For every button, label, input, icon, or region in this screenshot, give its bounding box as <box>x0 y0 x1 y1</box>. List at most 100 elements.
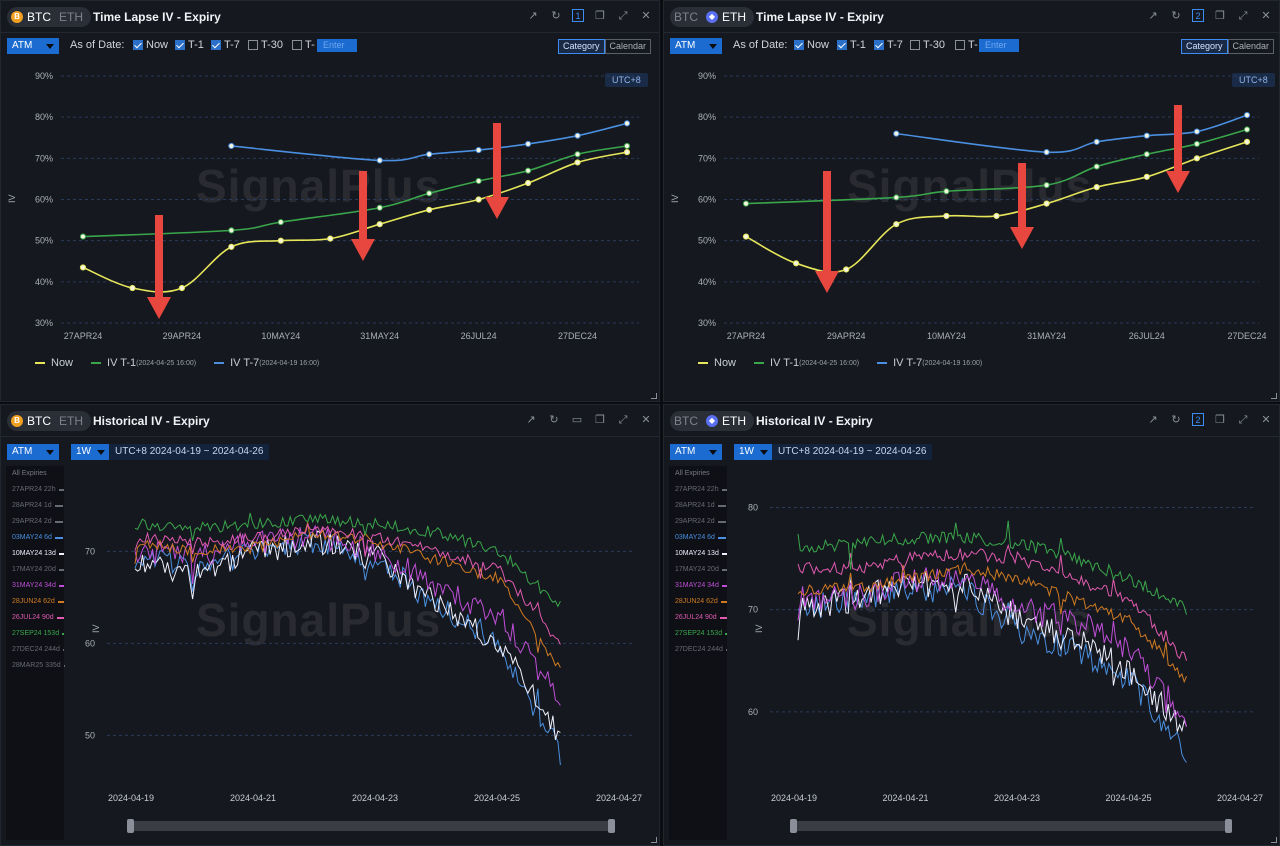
expand-icon[interactable]: ⤢ <box>1238 414 1248 426</box>
check-t30[interactable]: T-30 <box>910 39 945 51</box>
expiry-item[interactable]: 28MAR25 335d <box>6 658 64 674</box>
expiry-item[interactable]: 26JUL24 90d <box>6 610 64 626</box>
legend-t1[interactable]: IV T-1 (2024-04-25 16:00) <box>91 357 196 369</box>
link-group-icon[interactable]: 1 <box>572 9 584 22</box>
btc-tab[interactable]: B BTC <box>11 10 51 24</box>
all-expiries-toggle[interactable]: All Expiries <box>12 470 47 477</box>
export-icon[interactable]: ↗ <box>1148 414 1158 426</box>
expiry-item[interactable]: 31MAY24 34d <box>669 578 727 594</box>
expiry-item[interactable]: 31MAY24 34d <box>6 578 64 594</box>
resize-handle-icon[interactable] <box>651 393 657 399</box>
date-range-display[interactable]: UTC+8 2024-04-19 ~ 2024-04-26 <box>772 444 933 460</box>
resize-handle-icon[interactable] <box>651 837 657 843</box>
refresh-icon[interactable]: ↻ <box>1171 414 1181 426</box>
atm-select[interactable]: ATM <box>670 444 722 460</box>
expiry-item[interactable]: 28JUN24 62d <box>6 594 64 610</box>
slider-end-handle[interactable] <box>1225 819 1232 833</box>
period-select[interactable]: 1W <box>734 444 772 460</box>
close-icon[interactable]: ✕ <box>1261 414 1271 426</box>
eth-coin-icon: ◆ <box>706 415 718 427</box>
check-now[interactable]: Now <box>794 39 829 51</box>
expiry-item[interactable]: 27SEP24 153d <box>6 626 64 642</box>
atm-select[interactable]: ATM <box>670 38 722 54</box>
copy-icon[interactable]: ❐ <box>595 414 605 426</box>
expiry-item[interactable]: 03MAY24 6d <box>669 530 727 546</box>
copy-icon[interactable]: ❐ <box>595 10 605 22</box>
check-t1[interactable]: T-1 <box>175 39 204 51</box>
check-custom[interactable]: T- <box>955 39 978 51</box>
custom-day-input[interactable]: Enter <box>317 39 357 52</box>
expiry-item[interactable]: 27DEC24 244d <box>669 642 727 658</box>
expiry-item[interactable]: 10MAY24 13d <box>669 546 727 562</box>
copy-icon[interactable]: ❐ <box>1215 414 1225 426</box>
folder-icon[interactable]: ▭ <box>571 414 583 426</box>
check-now[interactable]: Now <box>133 39 168 51</box>
export-icon[interactable]: ↗ <box>1148 10 1158 22</box>
check-custom[interactable]: T- <box>292 39 315 51</box>
calendar-button[interactable]: Calendar <box>1227 39 1275 54</box>
copy-icon[interactable]: ❐ <box>1215 10 1225 22</box>
close-icon[interactable]: ✕ <box>641 414 651 426</box>
eth-tab[interactable]: ◆ ETH <box>706 414 746 428</box>
time-range-slider[interactable] <box>790 819 1232 833</box>
check-t1[interactable]: T-1 <box>837 39 866 51</box>
atm-select[interactable]: ATM <box>7 38 59 54</box>
expiry-item[interactable]: 17MAY24 20d <box>6 562 64 578</box>
expiry-item[interactable]: 17MAY24 20d <box>669 562 727 578</box>
refresh-icon[interactable]: ↻ <box>549 414 559 426</box>
expiry-item[interactable]: 27APR24 22h <box>6 482 64 498</box>
expiry-item[interactable]: 28APR24 1d <box>669 498 727 514</box>
calendar-button[interactable]: Calendar <box>604 39 652 54</box>
check-t7[interactable]: T-7 <box>211 39 240 51</box>
check-t7[interactable]: T-7 <box>874 39 903 51</box>
eth-tab[interactable]: ETH <box>59 10 83 24</box>
expiry-item[interactable]: 29APR24 2d <box>6 514 64 530</box>
close-icon[interactable]: ✕ <box>641 10 651 22</box>
expand-icon[interactable]: ⤢ <box>618 10 628 22</box>
legend-t7[interactable]: IV T-7 (2024-04-19 16:00) <box>877 357 982 369</box>
category-button[interactable]: Category <box>1181 39 1228 54</box>
expiry-item[interactable]: 26JUL24 90d <box>669 610 727 626</box>
legend-t7[interactable]: IV T-7 (2024-04-19 16:00) <box>214 357 319 369</box>
atm-select[interactable]: ATM <box>7 444 59 460</box>
export-icon[interactable]: ↗ <box>526 414 536 426</box>
resize-handle-icon[interactable] <box>1271 837 1277 843</box>
expiry-swatch <box>58 553 64 555</box>
expiry-item[interactable]: 28JUN24 62d <box>669 594 727 610</box>
slider-end-handle[interactable] <box>608 819 615 833</box>
expiry-item[interactable]: 10MAY24 13d <box>6 546 64 562</box>
expiry-item[interactable]: 27DEC24 244d <box>6 642 64 658</box>
expiry-item[interactable]: 27APR24 22h <box>669 482 727 498</box>
eth-tab[interactable]: ETH <box>59 414 83 428</box>
btc-tab[interactable]: BTC <box>674 10 698 24</box>
all-expiries-toggle[interactable]: All Expiries <box>675 470 710 477</box>
btc-tab[interactable]: BTC <box>674 414 698 428</box>
legend-now[interactable]: Now <box>698 357 736 369</box>
slider-start-handle[interactable] <box>127 819 134 833</box>
time-range-slider[interactable] <box>127 819 615 833</box>
data-point <box>327 235 334 242</box>
check-t30[interactable]: T-30 <box>248 39 283 51</box>
expand-icon[interactable]: ⤢ <box>1238 10 1248 22</box>
link-group-icon[interactable]: 2 <box>1192 9 1204 22</box>
legend-t1[interactable]: IV T-1 (2024-04-25 16:00) <box>754 357 859 369</box>
export-icon[interactable]: ↗ <box>528 10 538 22</box>
eth-tab[interactable]: ◆ ETH <box>706 10 746 24</box>
expiry-item[interactable]: 29APR24 2d <box>669 514 727 530</box>
link-group-icon[interactable]: 2 <box>1192 413 1204 426</box>
refresh-icon[interactable]: ↻ <box>1171 10 1181 22</box>
date-range-display[interactable]: UTC+8 2024-04-19 ~ 2024-04-26 <box>109 444 270 460</box>
expiry-item[interactable]: 03MAY24 6d <box>6 530 64 546</box>
resize-handle-icon[interactable] <box>1271 393 1277 399</box>
slider-start-handle[interactable] <box>790 819 797 833</box>
custom-day-input[interactable]: Enter <box>979 39 1019 52</box>
refresh-icon[interactable]: ↻ <box>551 10 561 22</box>
legend-now[interactable]: Now <box>35 357 73 369</box>
expand-icon[interactable]: ⤢ <box>618 414 628 426</box>
expiry-item[interactable]: 28APR24 1d <box>6 498 64 514</box>
btc-tab[interactable]: B BTC <box>11 414 51 428</box>
expiry-item[interactable]: 27SEP24 153d <box>669 626 727 642</box>
close-icon[interactable]: ✕ <box>1261 10 1271 22</box>
period-select[interactable]: 1W <box>71 444 109 460</box>
category-button[interactable]: Category <box>558 39 605 54</box>
